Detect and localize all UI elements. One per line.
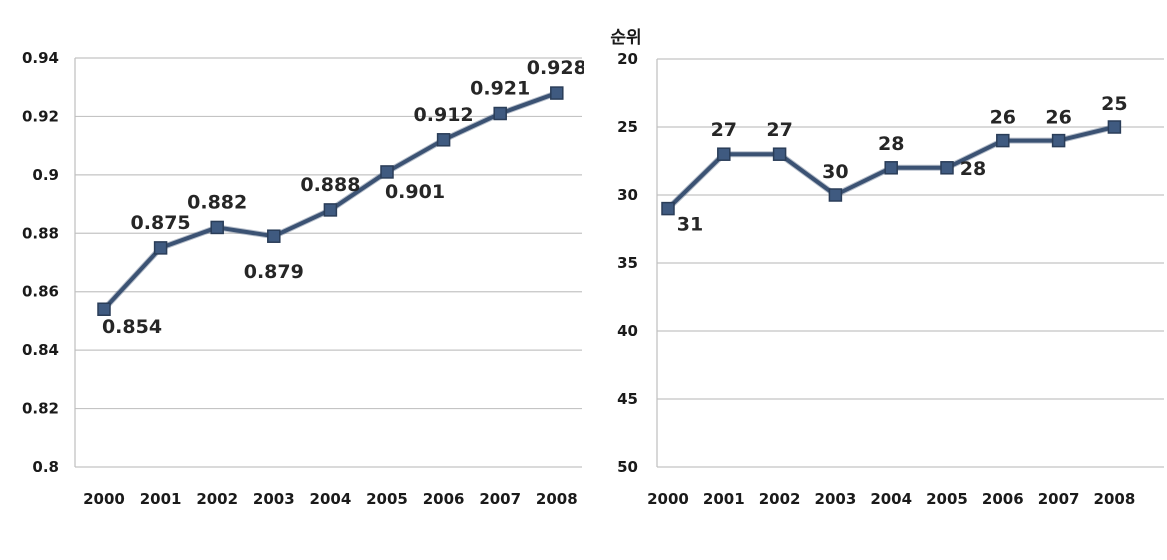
x-tick-label: 2002 xyxy=(759,490,801,508)
y-tick-label: 45 xyxy=(617,390,638,408)
data-label: 0.901 xyxy=(385,181,445,203)
y-tick-label: 0.82 xyxy=(22,400,59,418)
data-point-marker xyxy=(97,302,111,316)
data-label: 27 xyxy=(766,119,792,141)
y-tick-label: 25 xyxy=(617,118,638,136)
data-point-marker xyxy=(828,188,843,202)
x-tick-label: 2000 xyxy=(647,490,689,508)
data-point-marker xyxy=(210,220,224,235)
y-tick-label: 20 xyxy=(617,50,638,68)
y-tick-label: 0.94 xyxy=(22,49,59,67)
y-tick-label: 40 xyxy=(617,322,638,340)
rank-chart-panel: 20 25 30 35 40 45 50 순위 2000 2001 2002 2003 2004 2005… xyxy=(584,0,1167,560)
data-point-marker xyxy=(550,86,564,100)
data-point-marker xyxy=(772,147,787,161)
x-tick-label: 2000 xyxy=(83,490,125,508)
y-tick-label: 50 xyxy=(617,458,638,476)
data-point-marker xyxy=(884,161,898,175)
y-tick-label: 35 xyxy=(617,254,638,272)
index-chart-panel: 0.8 0.82 0.84 0.86 0.88 0.9 0.92 0.94 2000 2001 20… xyxy=(22,49,584,508)
plot-area xyxy=(75,58,582,467)
x-tick-label: 2008 xyxy=(536,490,578,508)
x-tick-label: 2003 xyxy=(815,490,857,508)
data-label: 26 xyxy=(990,107,1016,129)
y-tick-label: 0.88 xyxy=(22,224,59,242)
data-label: 0.879 xyxy=(244,261,304,283)
data-label: 26 xyxy=(1045,107,1071,129)
data-point-marker xyxy=(717,147,731,161)
data-point-marker xyxy=(661,201,675,216)
data-point-marker xyxy=(267,229,281,243)
x-tick-label: 2006 xyxy=(423,490,465,508)
x-tick-label: 2005 xyxy=(926,490,968,508)
data-point-marker xyxy=(940,161,954,175)
data-label: 0.921 xyxy=(470,78,530,100)
data-point-marker xyxy=(1051,133,1066,148)
x-tick-label: 2003 xyxy=(253,490,295,508)
data-point-marker xyxy=(493,106,507,121)
y-tick-label: 30 xyxy=(617,186,638,204)
data-point-marker xyxy=(323,203,338,217)
y-tick-label: 0.86 xyxy=(22,283,59,301)
data-label: 0.882 xyxy=(187,191,247,213)
x-tick-label: 2007 xyxy=(479,490,521,508)
data-point-marker xyxy=(996,133,1010,148)
index-line-chart: 0.8 0.82 0.84 0.86 0.88 0.9 0.92 0.94 2000 2001 20… xyxy=(22,49,584,508)
rank-line-chart: 20 25 30 35 40 45 50 순위 2000 2001 2002 2003 2004 2005… xyxy=(610,28,1164,508)
x-tick-label: 2005 xyxy=(366,490,408,508)
y-tick-label: 0.9 xyxy=(32,166,59,184)
x-tick-label: 2007 xyxy=(1038,490,1080,508)
data-label: 28 xyxy=(960,158,986,180)
y-tick-label: 0.92 xyxy=(22,107,59,125)
x-tick-label: 2001 xyxy=(140,490,182,508)
data-point-marker xyxy=(1107,120,1122,134)
x-tick-label: 2006 xyxy=(982,490,1024,508)
data-label: 0.888 xyxy=(300,174,360,196)
y-axis-label: 순위 xyxy=(610,28,641,48)
data-label: 31 xyxy=(677,214,703,236)
data-label: 0.912 xyxy=(414,104,474,126)
y-tick-label: 0.84 xyxy=(22,341,59,359)
data-label: 30 xyxy=(822,161,848,183)
data-label: 27 xyxy=(711,119,737,141)
x-tick-label: 2008 xyxy=(1094,490,1136,508)
data-point-marker xyxy=(380,165,394,179)
x-tick-label: 2002 xyxy=(196,490,238,508)
x-tick-label: 2001 xyxy=(703,490,745,508)
data-point-marker xyxy=(153,241,168,255)
data-label: 0.875 xyxy=(131,212,191,234)
data-label: 0.854 xyxy=(102,316,162,338)
x-tick-label: 2004 xyxy=(870,490,912,508)
data-label: 28 xyxy=(878,133,904,155)
data-point-marker xyxy=(436,133,451,147)
y-tick-label: 0.8 xyxy=(32,458,59,476)
x-tick-label: 2004 xyxy=(310,490,352,508)
data-label: 0.928 xyxy=(527,57,584,79)
data-label: 25 xyxy=(1101,93,1127,115)
